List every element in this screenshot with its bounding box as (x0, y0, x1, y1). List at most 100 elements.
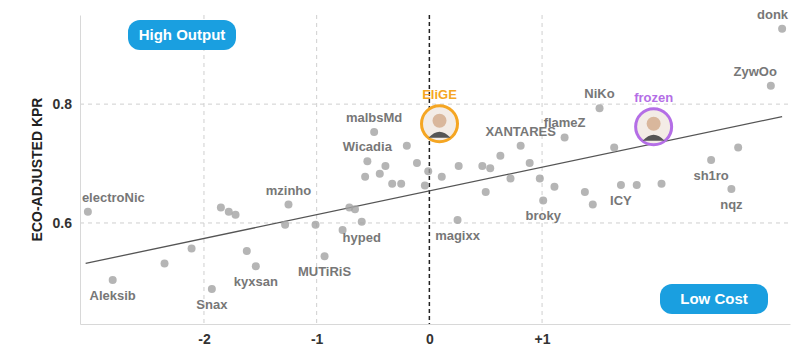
point (617, 181, 625, 189)
point-label: kyxsan (234, 274, 278, 289)
point (243, 247, 251, 255)
point (478, 162, 486, 170)
point (727, 185, 735, 193)
point-label: frozen (634, 90, 673, 105)
tick-label: -2 (198, 331, 211, 347)
point-label: sh1ro (693, 168, 728, 183)
axis-line (81, 324, 791, 325)
y-axis: 0.6 0.8 (53, 16, 81, 325)
tick: 0.8 (53, 96, 80, 112)
point-label: electroNic (82, 190, 145, 205)
point (734, 144, 742, 152)
avatar-body (429, 132, 451, 138)
tick: 0 (426, 324, 434, 347)
point (767, 82, 775, 90)
point (321, 252, 329, 260)
grid-line-y (80, 222, 790, 223)
axis-line (80, 16, 81, 325)
point (550, 183, 558, 191)
avatar (422, 106, 458, 142)
tick: -2 (198, 324, 211, 347)
point (84, 208, 92, 216)
point-label: Wicadia (343, 139, 393, 154)
point (370, 128, 378, 136)
avatar-circle (422, 106, 458, 142)
point-label: ICY (610, 193, 632, 208)
point (281, 221, 289, 229)
point (361, 173, 369, 181)
point (633, 181, 641, 189)
point (232, 211, 240, 219)
point (403, 142, 411, 150)
x-axis: -2-10+1 (81, 324, 791, 347)
point (424, 167, 432, 175)
point (596, 104, 604, 112)
point-label: mzinho (266, 183, 312, 198)
tick-label: 0.6 (53, 215, 73, 231)
point (486, 164, 494, 172)
plot-area (84, 25, 786, 293)
point (376, 170, 384, 178)
point-label: ZywOo (733, 64, 776, 79)
point (561, 133, 569, 141)
tick: 0.6 (53, 215, 80, 231)
point-label: magixx (435, 228, 481, 243)
point-label: MUTiRiS (298, 264, 352, 279)
point (536, 174, 544, 182)
grid-line-x (542, 15, 543, 324)
point (526, 159, 534, 167)
point (507, 174, 515, 182)
point-label: Snax (196, 297, 228, 312)
point (658, 180, 666, 188)
point-label: NiKo (584, 86, 614, 101)
point (188, 245, 196, 253)
point (312, 221, 320, 229)
point-label: donk (757, 7, 789, 22)
grid-line-y (80, 104, 790, 105)
point (438, 173, 446, 181)
point (421, 182, 429, 190)
point (161, 259, 169, 267)
point (455, 162, 463, 170)
point (284, 201, 292, 209)
point (454, 216, 462, 224)
point-labels: donkZywOoNiKoXANTARESflameZmalbsMdWicadi… (82, 7, 789, 312)
point (413, 159, 421, 167)
point (707, 156, 715, 164)
point (496, 152, 504, 160)
point (539, 196, 547, 204)
point (252, 262, 260, 270)
annotation: Low Cost (660, 284, 768, 314)
point (589, 201, 597, 209)
avatar (636, 109, 672, 145)
point-label: hyped (343, 230, 381, 245)
point-label: malbsMd (346, 110, 402, 125)
point (217, 204, 225, 212)
point (363, 157, 371, 165)
point-label: EliGE (422, 87, 457, 102)
point (381, 162, 389, 170)
avatar-body (643, 135, 665, 141)
grid (80, 15, 790, 324)
point-label: flameZ (544, 115, 586, 130)
tick-label: +1 (535, 331, 551, 347)
y-axis-title: ECO-ADJUSTED KPR (29, 98, 45, 242)
point (388, 180, 396, 188)
point (517, 142, 525, 150)
point (778, 25, 786, 33)
point-label: nqz (720, 197, 743, 212)
avatar-circle (636, 109, 672, 145)
point-label: Aleksib (90, 288, 136, 303)
point (109, 276, 117, 284)
point (397, 180, 405, 188)
point (358, 218, 366, 226)
point (581, 188, 589, 196)
avatar-head (647, 117, 661, 131)
annotation: High Output (128, 20, 236, 50)
point (610, 144, 618, 152)
tick-label: 0.8 (53, 96, 73, 112)
point (482, 188, 490, 196)
avatar-head (433, 114, 447, 128)
grid-line-x (203, 15, 204, 324)
tick: +1 (535, 324, 551, 347)
